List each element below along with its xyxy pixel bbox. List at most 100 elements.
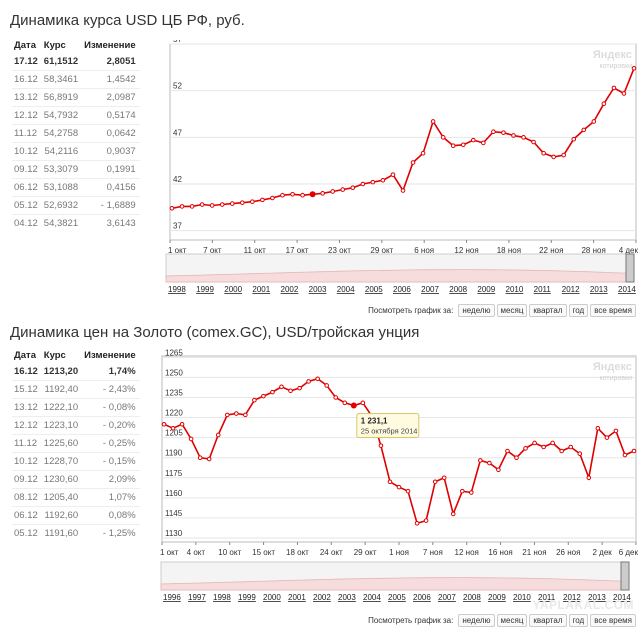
x-tick-label: 16 ноя xyxy=(488,548,512,557)
period-year-button[interactable]: год xyxy=(568,614,589,627)
period-quarter-button[interactable]: квартал xyxy=(529,614,567,627)
y-tick-label: 1160 xyxy=(165,489,183,498)
gold-line-chart[interactable]: 1130 1145 1160 1175 1190 1205 1220 1235 1250 1265… xyxy=(160,348,640,560)
navigator-year-link: 1998 xyxy=(213,593,231,602)
data-point xyxy=(324,383,329,388)
period-week-button[interactable]: неделю xyxy=(458,614,495,627)
data-point xyxy=(487,460,492,466)
data-point xyxy=(350,185,356,191)
data-point xyxy=(581,127,587,133)
data-point xyxy=(460,142,466,148)
quote-date: 16.12 xyxy=(12,70,42,89)
data-point xyxy=(561,152,566,158)
navigator-year-link: 1996 xyxy=(163,593,181,602)
data-point xyxy=(261,393,266,399)
navigator-year-link: 2008 xyxy=(463,593,481,602)
quote-change: 2,8051 xyxy=(106,56,136,67)
quote-row: 10.12 1228,70- 0,15% xyxy=(12,452,140,471)
quote-change: 0,1991 xyxy=(82,160,140,179)
data-point xyxy=(197,455,203,460)
period-month-button[interactable]: месяц xyxy=(496,304,528,317)
x-tick-label: 21 ноя xyxy=(522,548,546,557)
y-tick-label: 1190 xyxy=(165,449,183,458)
quote-rate: 56,8919 xyxy=(41,88,83,107)
navigator-year-link: 2012 xyxy=(562,285,580,294)
x-tick-label: 29 окт xyxy=(370,246,393,255)
data-point xyxy=(577,451,583,456)
tooltip-point xyxy=(350,402,357,409)
data-point xyxy=(306,379,311,384)
data-point xyxy=(491,129,496,135)
quote-date: 11.12 xyxy=(12,124,42,143)
period-all-time-button[interactable]: все время xyxy=(590,304,636,317)
quote-date: 05.12 xyxy=(12,524,42,542)
usd-line-chart[interactable]: 37 42 47 52 57 1 окт 7 окт 11 окт 17 окт 23 окт 29… xyxy=(160,40,640,260)
quote-date: 05.12 xyxy=(12,196,42,215)
quote-date: 11.12 xyxy=(12,434,42,453)
col-change-header: Изменение xyxy=(84,40,136,51)
data-point xyxy=(300,192,305,198)
period-week-button[interactable]: неделю xyxy=(458,304,495,317)
x-tick-label: 7 ноя xyxy=(423,548,443,557)
usd-history-navigator[interactable]: 1998 1999 2000 2001 2002 2003 2004 2005 2006 2007… xyxy=(160,252,640,296)
tooltip-value: 1 231,1 xyxy=(361,417,388,426)
navigator-year-link: 2014 xyxy=(618,285,636,294)
quote-row: 09.12 1230,60 2,09% xyxy=(12,470,140,489)
data-point xyxy=(199,202,205,207)
data-point xyxy=(342,400,348,406)
data-point xyxy=(330,189,335,194)
quote-rate: 1205,40 xyxy=(41,488,83,507)
quote-change: 2,09% xyxy=(82,470,140,489)
highlight-point xyxy=(309,191,316,198)
navigator-year-link: 2010 xyxy=(513,593,531,602)
data-point xyxy=(240,200,245,205)
data-point xyxy=(387,479,393,485)
navigator-year-link: 2013 xyxy=(590,285,608,294)
quote-date: 13.12 xyxy=(12,398,42,417)
data-point xyxy=(595,425,601,431)
quote-rate: 1191,60 xyxy=(41,524,83,542)
data-point xyxy=(496,467,501,473)
data-point xyxy=(478,458,483,463)
x-tick-label: 24 окт xyxy=(320,548,343,557)
y-tick-label: 1250 xyxy=(165,368,183,377)
quote-date: 09.12 xyxy=(12,470,42,489)
data-point xyxy=(568,444,574,450)
quote-rate: 52,6932 xyxy=(41,196,83,215)
x-tick-label: 11 окт xyxy=(244,246,267,255)
data-point xyxy=(390,172,396,177)
navigator-year-link: 2006 xyxy=(393,285,411,294)
x-tick-label: 18 окт xyxy=(286,548,309,557)
quote-rate: 58,3461 xyxy=(41,70,83,89)
quote-row: 16.12 1213,20 1,74% xyxy=(12,363,140,381)
quote-row: 11.12 1225,60- 0,25% xyxy=(12,434,140,453)
quote-change: 0,5174 xyxy=(82,106,140,125)
quote-row: 09.12 53,3079 0,1991 xyxy=(12,160,140,179)
quote-change: 2,0987 xyxy=(82,88,140,107)
col-change-header: Изменение xyxy=(84,350,136,361)
data-point xyxy=(252,397,257,403)
quote-row: 12.12 54,7932 0,5174 xyxy=(12,106,140,125)
navigator-year-link: 2001 xyxy=(252,285,270,294)
period-quarter-button[interactable]: квартал xyxy=(529,304,567,317)
navigator-year-link: 2004 xyxy=(363,593,381,602)
data-point xyxy=(315,376,320,382)
period-all-time-button[interactable]: все время xyxy=(590,614,636,627)
data-point xyxy=(541,150,546,156)
period-month-button[interactable]: месяц xyxy=(496,614,528,627)
data-point xyxy=(297,385,302,391)
navigator-year-link: 2012 xyxy=(563,593,581,602)
x-tick-label: 6 ноя xyxy=(414,246,434,255)
x-tick-label: 22 ноя xyxy=(539,246,563,255)
quote-date: 04.12 xyxy=(12,214,42,232)
quote-change: 0,0642 xyxy=(82,124,140,143)
data-point xyxy=(340,187,346,192)
period-year-button[interactable]: год xyxy=(568,304,589,317)
data-point xyxy=(613,428,619,434)
data-point xyxy=(505,448,510,454)
gold-history-navigator[interactable]: 1996 1997 1998 1999 2000 2001 2002 2003 2004 2005… xyxy=(155,560,635,606)
gold-chart-title: Динамика цен на Золото (comex.GC), USD/т… xyxy=(10,324,420,341)
col-rate-header: Курс xyxy=(43,350,66,361)
data-point xyxy=(450,511,456,517)
x-tick-label: 15 окт xyxy=(252,548,275,557)
